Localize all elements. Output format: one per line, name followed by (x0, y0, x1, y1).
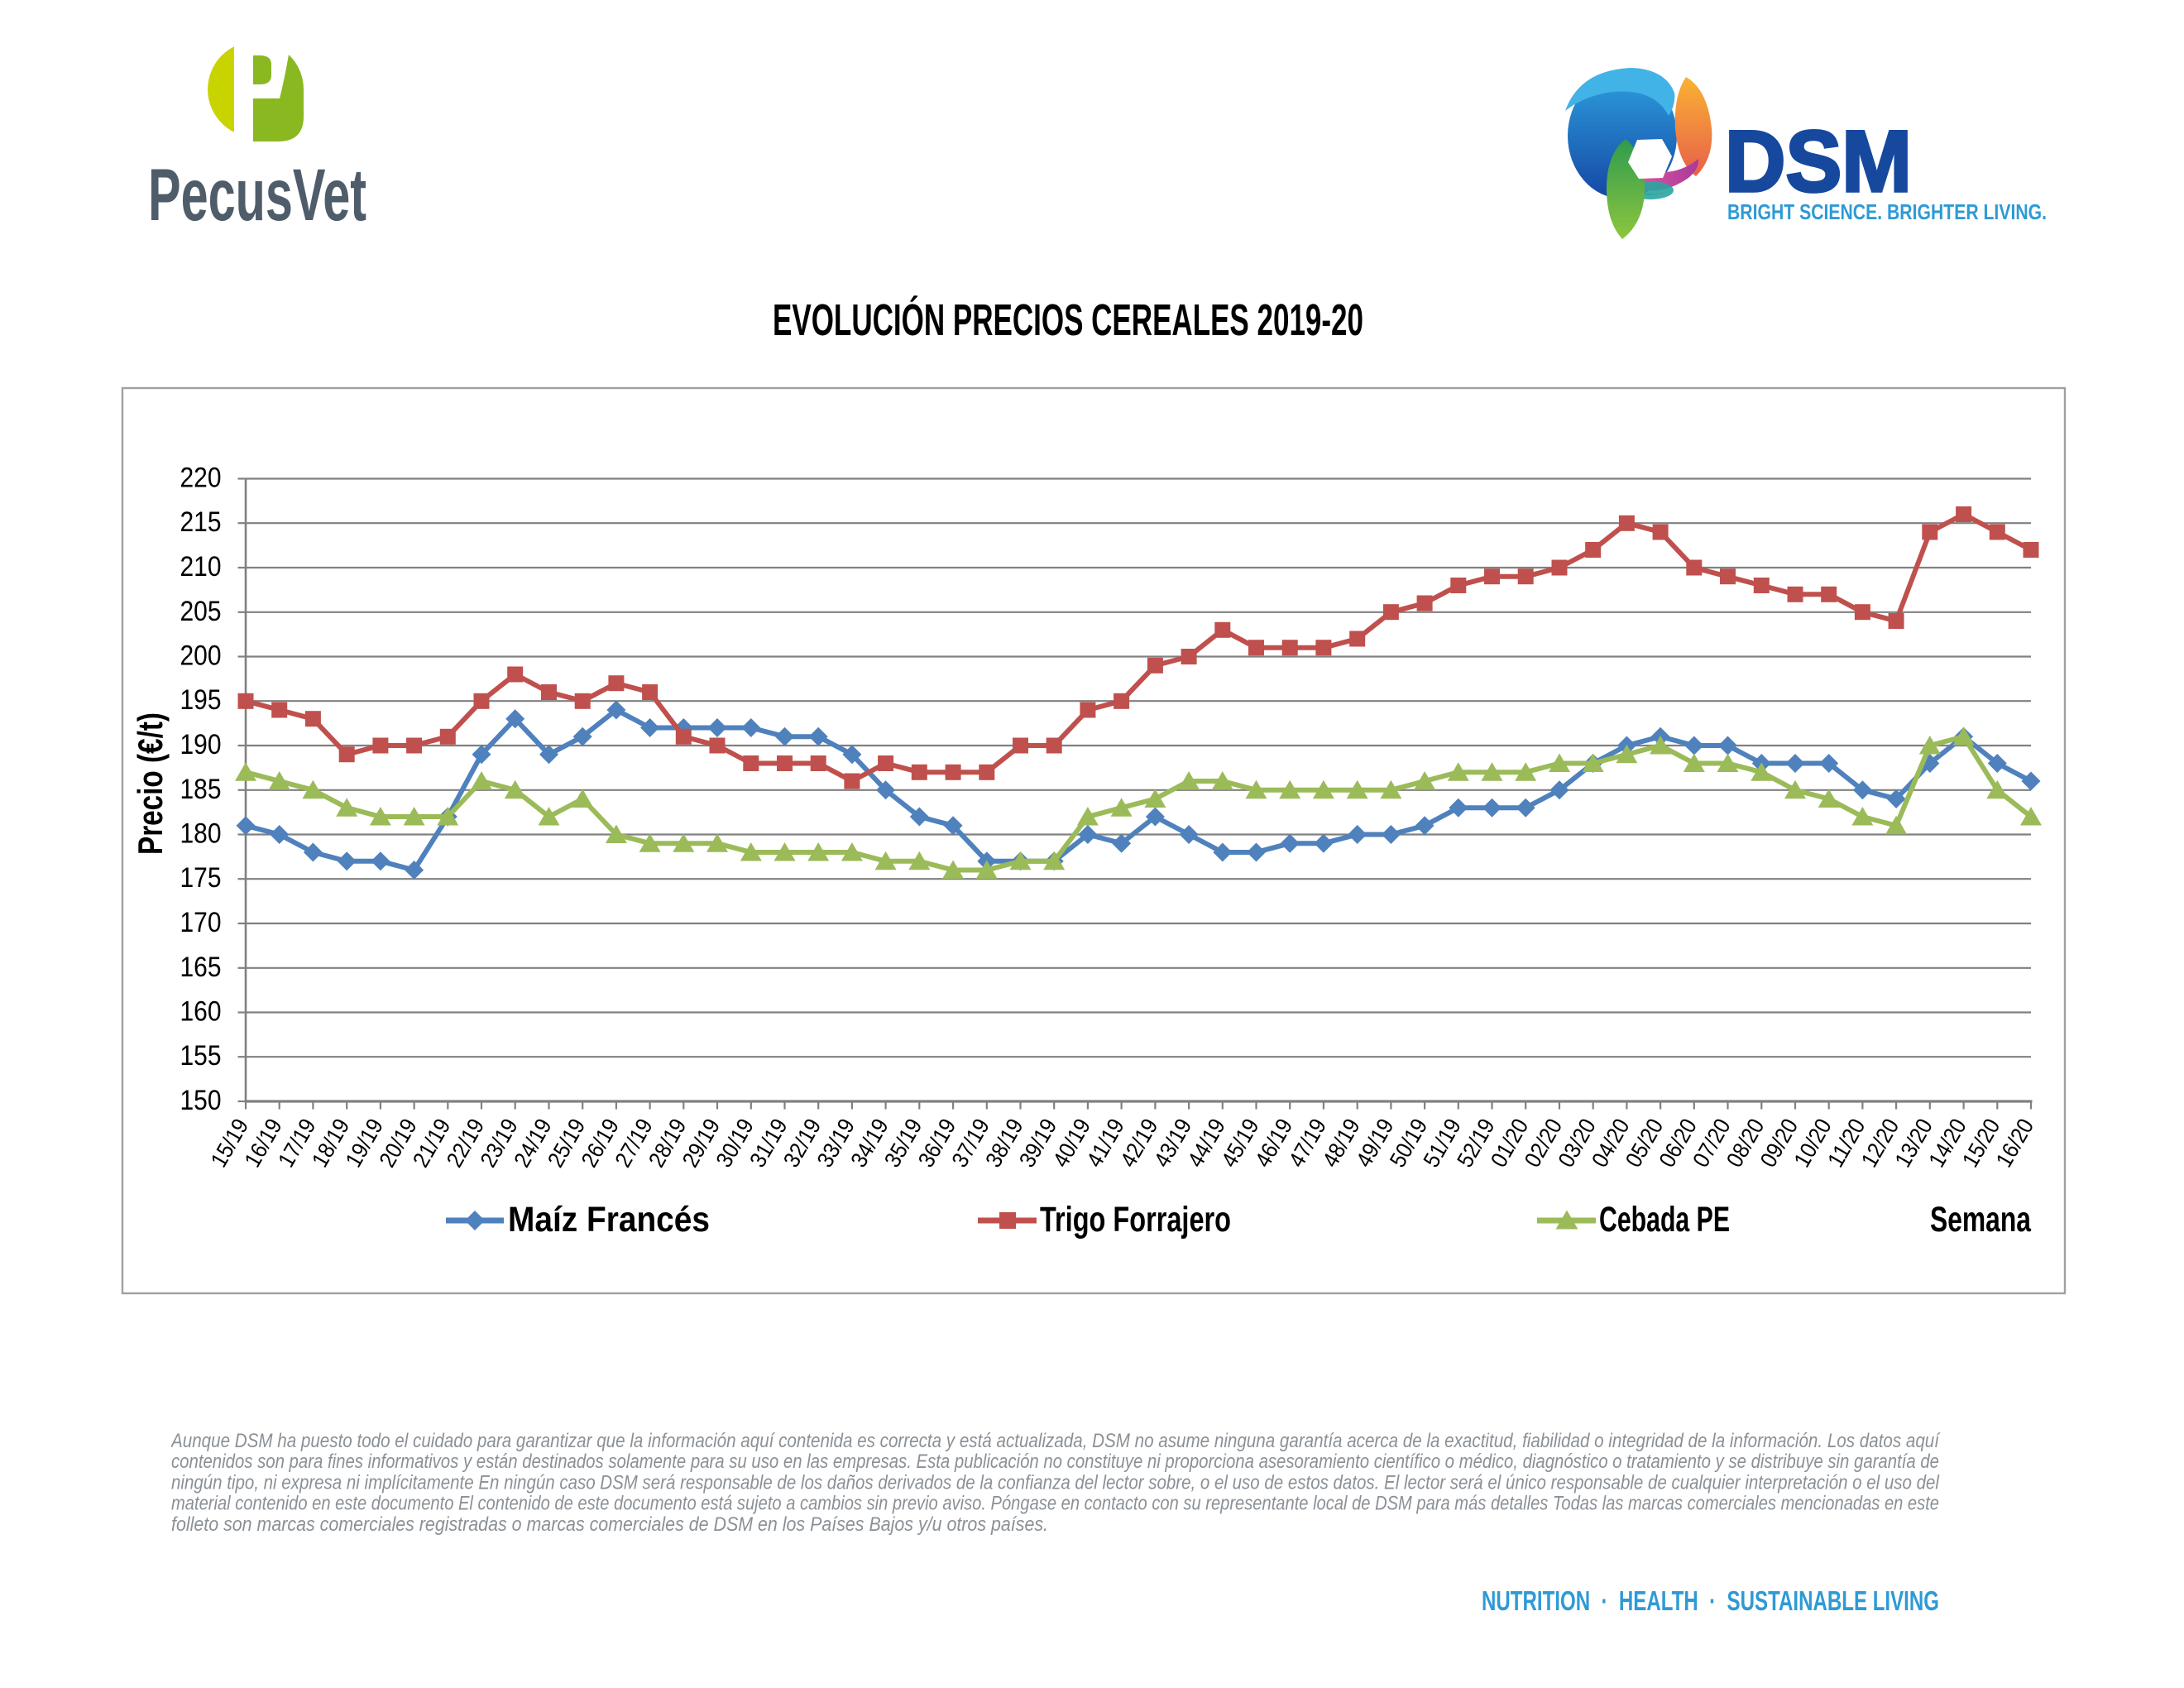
svg-text:BRIGHT SCIENCE. BRIGHTER LIVIN: BRIGHT SCIENCE. BRIGHTER LIVING. (1727, 199, 2047, 224)
svg-text:PecusVet: PecusVet (148, 153, 366, 232)
svg-text:material contenido en este doc: material contenido en este documento El … (171, 1494, 1939, 1515)
svg-text:NUTRITION · HEALTH · SUSTA: NUTRITION · HEALTH · SUSTAINABLE LIVING (1482, 1585, 1939, 1616)
svg-text:ningún tipo, ni expresa ni imp: ningún tipo, ni expresa ni implícitament… (171, 1472, 1940, 1494)
svg-text:EVOLUCIÓN PRECIOS CEREALES 201: EVOLUCIÓN PRECIOS CEREALES 2019-20 (773, 295, 1363, 345)
svg-text:150: 150 (180, 1085, 222, 1116)
svg-text:180: 180 (180, 818, 222, 850)
svg-text:195: 195 (180, 684, 222, 716)
svg-text:Cebada PE: Cebada PE (1599, 1200, 1730, 1240)
svg-text:contenidos son para fines info: contenidos son para fines informativos y… (171, 1451, 1939, 1473)
svg-text:Aunque DSM ha puesto todo el c: Aunque DSM ha puesto todo el cuidado par… (171, 1431, 1941, 1452)
svg-text:215: 215 (180, 506, 222, 538)
svg-text:160: 160 (180, 996, 222, 1028)
svg-text:220: 220 (180, 463, 222, 494)
svg-text:Maíz Francés: Maíz Francés (508, 1200, 710, 1240)
svg-text:200: 200 (180, 640, 222, 672)
svg-text:165: 165 (180, 952, 222, 983)
svg-text:155: 155 (180, 1040, 222, 1072)
svg-text:205: 205 (180, 596, 222, 627)
svg-text:175: 175 (180, 862, 222, 894)
svg-text:DSM: DSM (1725, 113, 1912, 210)
svg-text:190: 190 (180, 729, 222, 760)
svg-text:folleto son marcas comerciales: folleto son marcas comerciales registrad… (171, 1514, 1048, 1536)
svg-text:Precio (€/t): Precio (€/t) (131, 712, 170, 855)
svg-text:185: 185 (180, 774, 222, 805)
svg-text:Trigo Forrajero: Trigo Forrajero (1040, 1200, 1231, 1240)
svg-text:210: 210 (180, 551, 222, 583)
svg-text:170: 170 (180, 907, 222, 938)
svg-text:Semana: Semana (1930, 1200, 2032, 1240)
